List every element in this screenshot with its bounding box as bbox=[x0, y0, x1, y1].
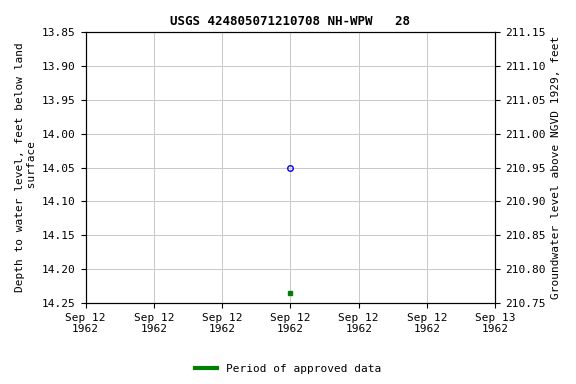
Title: USGS 424805071210708 NH-WPW   28: USGS 424805071210708 NH-WPW 28 bbox=[170, 15, 411, 28]
Y-axis label: Depth to water level, feet below land
 surface: Depth to water level, feet below land su… bbox=[15, 43, 37, 292]
Legend: Period of approved data: Period of approved data bbox=[191, 359, 385, 379]
Y-axis label: Groundwater level above NGVD 1929, feet: Groundwater level above NGVD 1929, feet bbox=[551, 36, 561, 299]
